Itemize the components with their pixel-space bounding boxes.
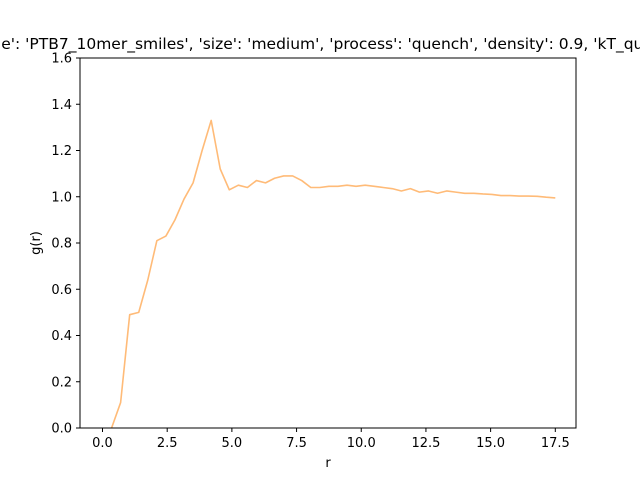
y-tick-label: 1.0 <box>51 190 72 205</box>
y-tick-label: 1.4 <box>51 98 72 113</box>
y-tick-label: 1.6 <box>51 52 72 67</box>
x-tick-label: 2.5 <box>157 436 178 451</box>
x-tick-label: 12.5 <box>411 436 440 451</box>
plot-frame <box>80 58 576 428</box>
y-tick-label: 0.0 <box>51 422 72 437</box>
x-tick-label: 15.0 <box>476 436 505 451</box>
series-line-0 <box>103 120 556 451</box>
y-tick-label: 0.4 <box>51 329 72 344</box>
y-tick-label: 0.2 <box>51 375 72 390</box>
x-tick-label: 17.5 <box>541 436 570 451</box>
x-tick-label: 5.0 <box>222 436 243 451</box>
y-tick-label: 1.2 <box>51 144 72 159</box>
y-tick-label: 0.8 <box>51 237 72 252</box>
y-axis-label: g(r) <box>29 231 44 255</box>
y-tick-label: 0.6 <box>51 283 72 298</box>
chart-title: {'molecule': 'PTB7_10mer_smiles', 'size'… <box>0 35 640 54</box>
x-tick-label: 10.0 <box>347 436 376 451</box>
x-tick-label: 7.5 <box>286 436 307 451</box>
x-tick-label: 0.0 <box>92 436 113 451</box>
x-axis-label: r <box>325 456 331 471</box>
